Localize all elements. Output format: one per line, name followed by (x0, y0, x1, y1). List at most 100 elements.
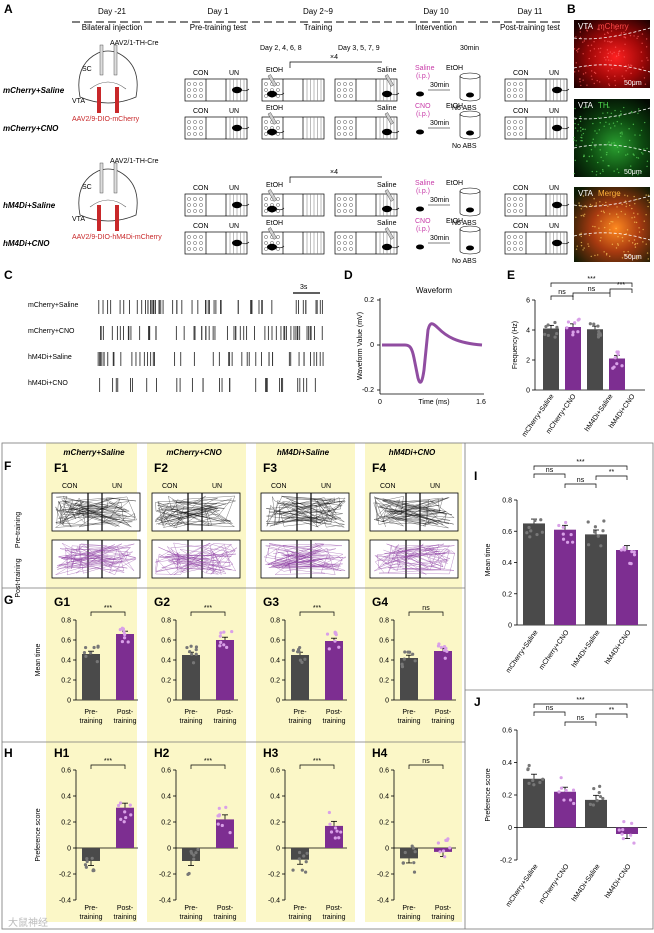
H3-dot (304, 870, 308, 874)
E-bar-2 (587, 329, 603, 390)
G3-dot (303, 657, 307, 661)
virus-top-0: AAV2/1-TH-Cre (110, 40, 159, 47)
J-ytick-0: 0.6 (502, 728, 512, 735)
H2-dot (196, 847, 200, 852)
step-name-2: Training (304, 23, 333, 32)
inj-mouse-1 (416, 129, 424, 135)
th-label: TH (598, 101, 609, 110)
H4-dot (438, 850, 442, 854)
noabs-label-2: No ABS (452, 220, 477, 227)
H1-dot (84, 865, 88, 869)
gCols-pre-b-2: training (289, 718, 312, 725)
G4-ytick-2: 0.4 (379, 658, 389, 665)
etoh-box-0 (261, 74, 325, 102)
gCols-sig-3: ns (422, 605, 430, 612)
G1-dot (123, 633, 127, 637)
J-dot (559, 786, 564, 790)
H3-dot (291, 868, 295, 872)
J-bar-1 (554, 791, 576, 828)
inj-mouse-0 (416, 91, 424, 97)
hCols-pre-a-0: Pre- (84, 905, 98, 912)
G1-dot (92, 645, 96, 650)
H1-dot (123, 810, 127, 814)
gCols-ylabel: Mean time (35, 644, 42, 677)
ip-label-2: (i.p.) (416, 188, 430, 195)
col-title-1: mCherry+CNO (166, 448, 222, 457)
repeat-label-0: ×4 (330, 54, 338, 61)
H3-dot (304, 860, 308, 864)
G2-dot (225, 645, 229, 649)
G2-ytick-0: 0 (167, 698, 171, 705)
G1-dot (122, 636, 127, 640)
G2-dot (190, 652, 194, 656)
trajectory-2-0 (265, 495, 346, 528)
E-ylabel: Frequency (Hz) (512, 321, 519, 369)
H2-dot (216, 822, 220, 826)
H1-dot (92, 868, 96, 873)
G2-dot (219, 640, 223, 644)
gCols-post-a-1: Post- (217, 709, 234, 716)
gCols-sig-1: *** (204, 605, 212, 612)
G3-ytick-1: 0.2 (270, 678, 280, 685)
H1-ytick-5: -0.4 (59, 898, 71, 905)
H4-dot (443, 855, 447, 859)
panel-fgh-grid: F G H I J Pre-training Post-training mCh… (1, 442, 654, 930)
hCols-sig-1: *** (204, 758, 212, 765)
J-bar-2 (585, 799, 607, 828)
hCols-pre-b-3: training (398, 914, 421, 921)
pretest-box-2 (184, 193, 250, 217)
J-dot (622, 820, 626, 824)
wf-ytick-0: 0.2 (364, 297, 374, 304)
step-day-0: Day -21 (98, 7, 127, 16)
training-days-a: Day 2, 4, 6, 8 (260, 45, 302, 52)
hCols-title-3: H4 (372, 746, 388, 760)
G1-ytick-3: 0.6 (61, 638, 71, 645)
noabs-label-0: No ABS (452, 105, 477, 112)
I-dot (599, 544, 603, 548)
trajectory-0-1 (55, 543, 137, 576)
sc-label-0: SC (82, 66, 92, 73)
hCols-post-b-2: training (323, 914, 346, 921)
E-dot (546, 333, 550, 338)
G1-dot (120, 639, 125, 644)
J-ytick-3: 0 (508, 825, 512, 832)
con-post-label-1: CON (513, 108, 529, 115)
I-dot (529, 529, 533, 533)
I-sig-1: ns (577, 477, 585, 484)
vta-label-1: VTA (578, 22, 594, 31)
I-ytick-3: 0.6 (502, 529, 512, 536)
wf-xtick-0: 0 (378, 399, 382, 406)
I-bar-3 (616, 550, 638, 625)
H4-dot (411, 846, 416, 850)
raster-row-3 (99, 378, 316, 392)
H3-ytick-3: 0 (276, 846, 280, 853)
ip-label-0: (i.p.) (416, 73, 430, 80)
un-post-label-3: UN (549, 223, 559, 230)
H3-dot (305, 851, 309, 855)
wf-ytick-2: -0.2 (362, 387, 374, 394)
etoh2-label-2: EtOH (446, 180, 463, 187)
hCols-sig-0: *** (104, 758, 112, 765)
G1-ytick-4: 0.8 (61, 618, 71, 625)
th-image (574, 99, 650, 177)
etoh-label-2: EtOH (266, 182, 283, 189)
G1-dot (83, 645, 88, 650)
cylinder-3 (459, 229, 481, 255)
E-dot (566, 320, 571, 324)
hCols-2: H3 0.6 0.4 0.2 0 -0.2 -0.4 *** Pre-training Post-… (263, 746, 347, 921)
I-sig-3: ** (609, 469, 615, 476)
G3-bar-1 (325, 641, 343, 700)
I-sig-2: *** (576, 459, 584, 466)
etoh-label-0: EtOH (266, 67, 283, 74)
con-post-label-3: CON (513, 223, 529, 230)
wf-xlabel: Time (ms) (418, 399, 449, 406)
G1-dot (84, 654, 88, 658)
saline-train-label-3: Saline (377, 220, 397, 227)
saline-train-label-1: Saline (377, 105, 397, 112)
repeat-arrow-0 (289, 61, 382, 68)
H2-dot (217, 806, 221, 810)
G1-dot (126, 640, 130, 644)
G3-ytick-0: 0 (276, 698, 280, 705)
